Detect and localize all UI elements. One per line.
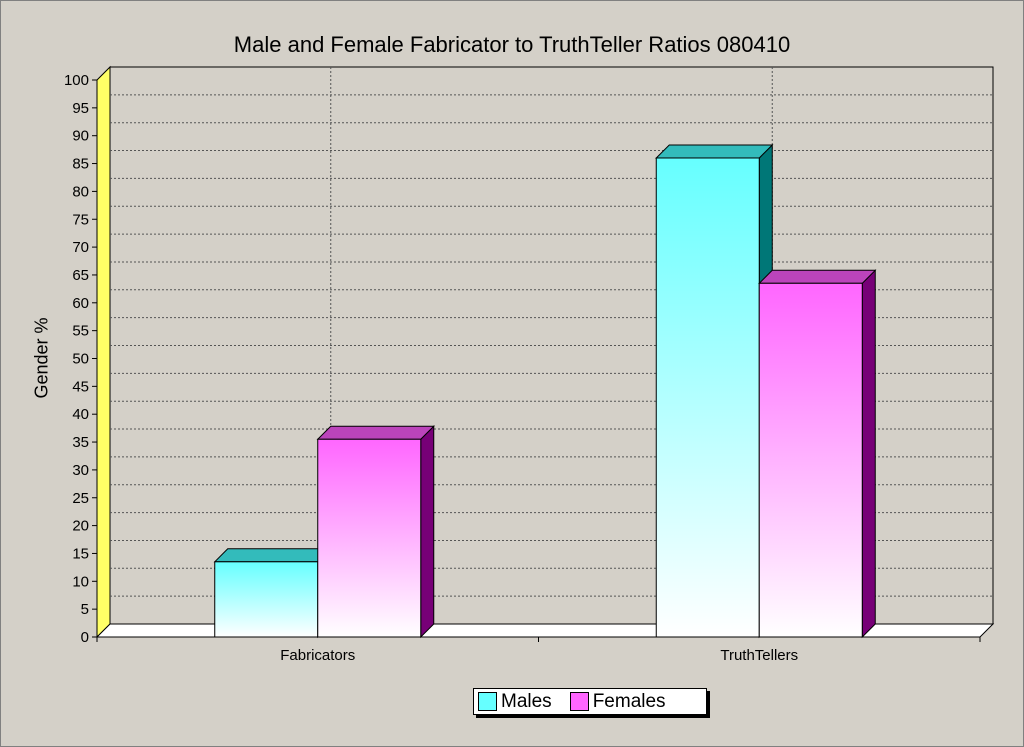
y-tick-label: 55: [72, 323, 89, 340]
y-tick-label: 45: [72, 378, 89, 395]
y-tick-label: 20: [72, 518, 89, 535]
bar-side: [861, 269, 876, 639]
bar-front: [758, 282, 863, 638]
legend-swatch-females: [569, 692, 589, 711]
bar-top: [758, 269, 877, 284]
y-tick-label: 25: [72, 490, 89, 507]
legend: Males Females: [473, 688, 707, 715]
left-wall: [96, 65, 111, 639]
bar-front: [214, 561, 319, 638]
bar-top: [655, 144, 774, 159]
bar-front: [655, 157, 760, 638]
y-tick-label: 40: [72, 406, 89, 423]
tick-labels: 0 5 10 15 20 25 30 35 40 45 50 55 60 65 70 75 80 85 90 95 10…: [64, 72, 798, 664]
y-tick-label: 30: [72, 462, 89, 479]
legend-item-males: Males: [478, 691, 552, 713]
legend-item-females: Females: [569, 690, 666, 713]
bar-front: [317, 438, 422, 638]
legend-swatch-males: [478, 692, 497, 711]
bar-side: [420, 425, 435, 639]
y-tick-label: 50: [72, 351, 89, 368]
y-tick-label: 85: [72, 156, 89, 173]
x-tick-label: TruthTellers: [720, 647, 798, 664]
y-tick-label: 75: [72, 211, 89, 228]
y-tick-label: 35: [72, 434, 89, 451]
y-tick-label: 10: [72, 573, 89, 590]
bar-males-fabricators: [213, 547, 332, 639]
bar-males-truthtellers: [655, 143, 774, 639]
y-tick-label: 15: [72, 545, 89, 562]
legend-label-females: Females: [592, 690, 666, 712]
bar-females-truthtellers: [758, 269, 877, 639]
legend-label-males: Males: [501, 690, 552, 712]
y-tick-label: 80: [72, 183, 89, 200]
y-tick-label: 95: [72, 100, 89, 117]
bar-top: [316, 425, 435, 440]
y-tick-label: 60: [72, 295, 89, 312]
bar-top: [213, 548, 332, 563]
bars: [213, 143, 877, 639]
y-tick-label: 100: [64, 72, 89, 89]
x-tick-label: Fabricators: [280, 647, 355, 664]
y-tick-label: 65: [72, 267, 89, 284]
y-tick-label: 90: [72, 128, 89, 145]
y-tick-label: 5: [81, 601, 89, 618]
bar-females-fabricators: [316, 425, 435, 639]
y-tick-label: 70: [72, 239, 89, 256]
chart-title: Male and Female Fabricator to TruthTelle…: [233, 32, 791, 57]
y-tick-label: 0: [81, 629, 89, 646]
